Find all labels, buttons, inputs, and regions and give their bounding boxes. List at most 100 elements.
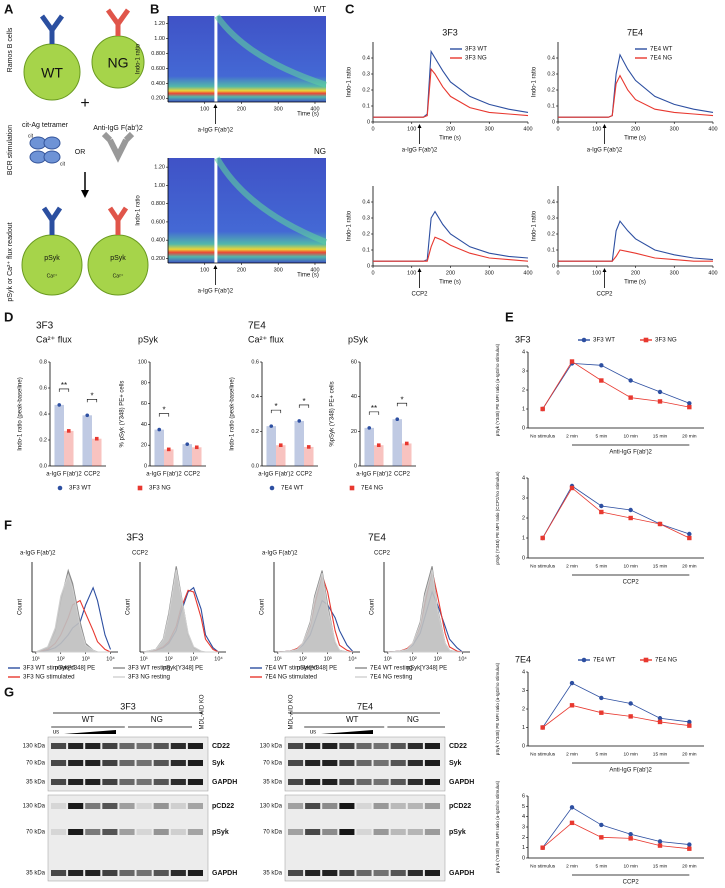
marker: [628, 714, 633, 719]
blot-band: [102, 760, 118, 766]
blot-band: [322, 743, 338, 749]
blot-band: [356, 760, 372, 766]
blot-band: [288, 829, 304, 835]
cell: [87, 234, 149, 296]
marker: [599, 378, 604, 383]
x-axis-label: pSyk[Y348] PE: [407, 666, 447, 672]
y-tick-label: 0.2: [362, 87, 370, 93]
legend-label: 7E4 WT: [593, 657, 616, 664]
blot-band: [85, 870, 101, 876]
blot-band: [305, 870, 321, 876]
y-tick-label: 60: [141, 401, 147, 407]
y-tick-label: 0.2: [362, 231, 370, 237]
blot-band: [339, 870, 355, 876]
y-tick-label: 1.20: [154, 165, 165, 171]
tetramer-arm: [43, 136, 61, 150]
x-tick-label: 10⁴: [214, 655, 223, 662]
protein-label: GAPDH: [449, 779, 474, 786]
y-tick-label: 20: [351, 429, 357, 435]
y-axis-label: %pSyk (Y348) PE+ cells: [330, 381, 336, 446]
x-axis-label: Time (s): [624, 280, 646, 286]
y-tick-label: 0.800: [151, 201, 165, 207]
marker: [157, 427, 162, 432]
ko-label: MDL-AID KO: [289, 694, 295, 729]
density-cloud: [168, 158, 326, 263]
blot-band: [288, 870, 304, 876]
x-category-label: No stimulus: [530, 433, 556, 439]
blot-band: [322, 803, 338, 809]
y-tick-label: 0.1: [362, 103, 370, 109]
x-tick-label: 400: [310, 106, 319, 112]
x-tick-label: 10⁴: [348, 655, 357, 662]
x-tick-label: 400: [310, 267, 319, 273]
y-axis-label: pSyk (Y348) PE MFI ratio (a-IgG/no stimu…: [495, 662, 500, 755]
y-tick-label: 0.4: [251, 394, 259, 400]
blot-band: [136, 779, 152, 785]
marker: [569, 820, 575, 826]
chart-title: pSyk: [348, 334, 369, 344]
kda-marker: 35 kDa: [26, 871, 46, 877]
blot-band: [68, 870, 84, 876]
blot-band: [51, 870, 67, 876]
y-tick-label: 1: [522, 406, 525, 412]
blot-band: [373, 779, 389, 785]
blot-band: [288, 779, 304, 785]
series-line: [373, 67, 529, 118]
annotation-arrow-head: [213, 265, 218, 269]
x-category-label: 10 min: [623, 751, 638, 757]
dose-wedge: [321, 730, 373, 734]
y-axis-label: Indo-1 ratio: [136, 43, 142, 74]
group-title: 3F3: [36, 321, 54, 332]
marker: [297, 419, 302, 423]
marker: [657, 839, 663, 844]
blot-band: [51, 779, 67, 785]
annotation-arrow-head: [602, 124, 607, 128]
marker: [657, 389, 663, 395]
x-tick-label: 10²: [165, 656, 173, 662]
x-category-label: 20 min: [682, 863, 697, 869]
significance-bracket: [368, 411, 380, 415]
group-title: 3F3: [126, 533, 144, 544]
marker: [687, 404, 692, 410]
y-tick-label: 3: [522, 368, 525, 374]
blot-band: [390, 803, 406, 809]
significance: *: [274, 402, 277, 411]
blot-band: [424, 870, 440, 876]
series-line: [542, 682, 690, 728]
significance-bracket: [396, 402, 408, 407]
x-tick-label: 300: [670, 126, 679, 132]
x-category-label: 2 min: [566, 751, 578, 757]
blot-band: [85, 803, 101, 809]
marker: [687, 719, 692, 725]
x-tick-label: 10³: [82, 656, 90, 662]
x-axis-label: pSyk[Y348] PE: [163, 666, 203, 672]
x-tick-label: 100: [592, 126, 601, 132]
blot-clone: 7E4: [357, 701, 373, 711]
y-tick-label: 0.4: [547, 55, 555, 61]
readout: pSyk: [110, 255, 126, 262]
legend-label: 3F3 WT: [69, 485, 91, 492]
bar: [276, 445, 286, 466]
legend-label: 7E4 WT: [281, 485, 304, 492]
chart-title: 7E4: [627, 27, 643, 37]
x-tick-label: 10¹: [32, 656, 40, 662]
y-axis-label: Count: [370, 599, 376, 615]
blot-band: [187, 743, 203, 749]
x-tick-label: 200: [237, 106, 246, 112]
bar: [64, 430, 74, 466]
blot-band: [373, 870, 389, 876]
blot-band: [322, 760, 338, 766]
blot-band: [102, 870, 118, 876]
x-tick-label: 200: [237, 267, 246, 273]
histogram-curve: [35, 573, 111, 653]
y-tick-label: 1: [522, 845, 525, 851]
legend-label: 3F3 NG: [655, 337, 677, 344]
y-tick-label: 0: [144, 463, 147, 469]
significance: *: [162, 406, 165, 415]
y-axis-label: Indo-1 ratio: [532, 210, 538, 241]
chart-subtitle: CCP2: [374, 551, 391, 557]
genotype: WT: [82, 715, 95, 724]
blot-band: [356, 743, 372, 749]
x-tick-label: 0: [556, 126, 559, 132]
